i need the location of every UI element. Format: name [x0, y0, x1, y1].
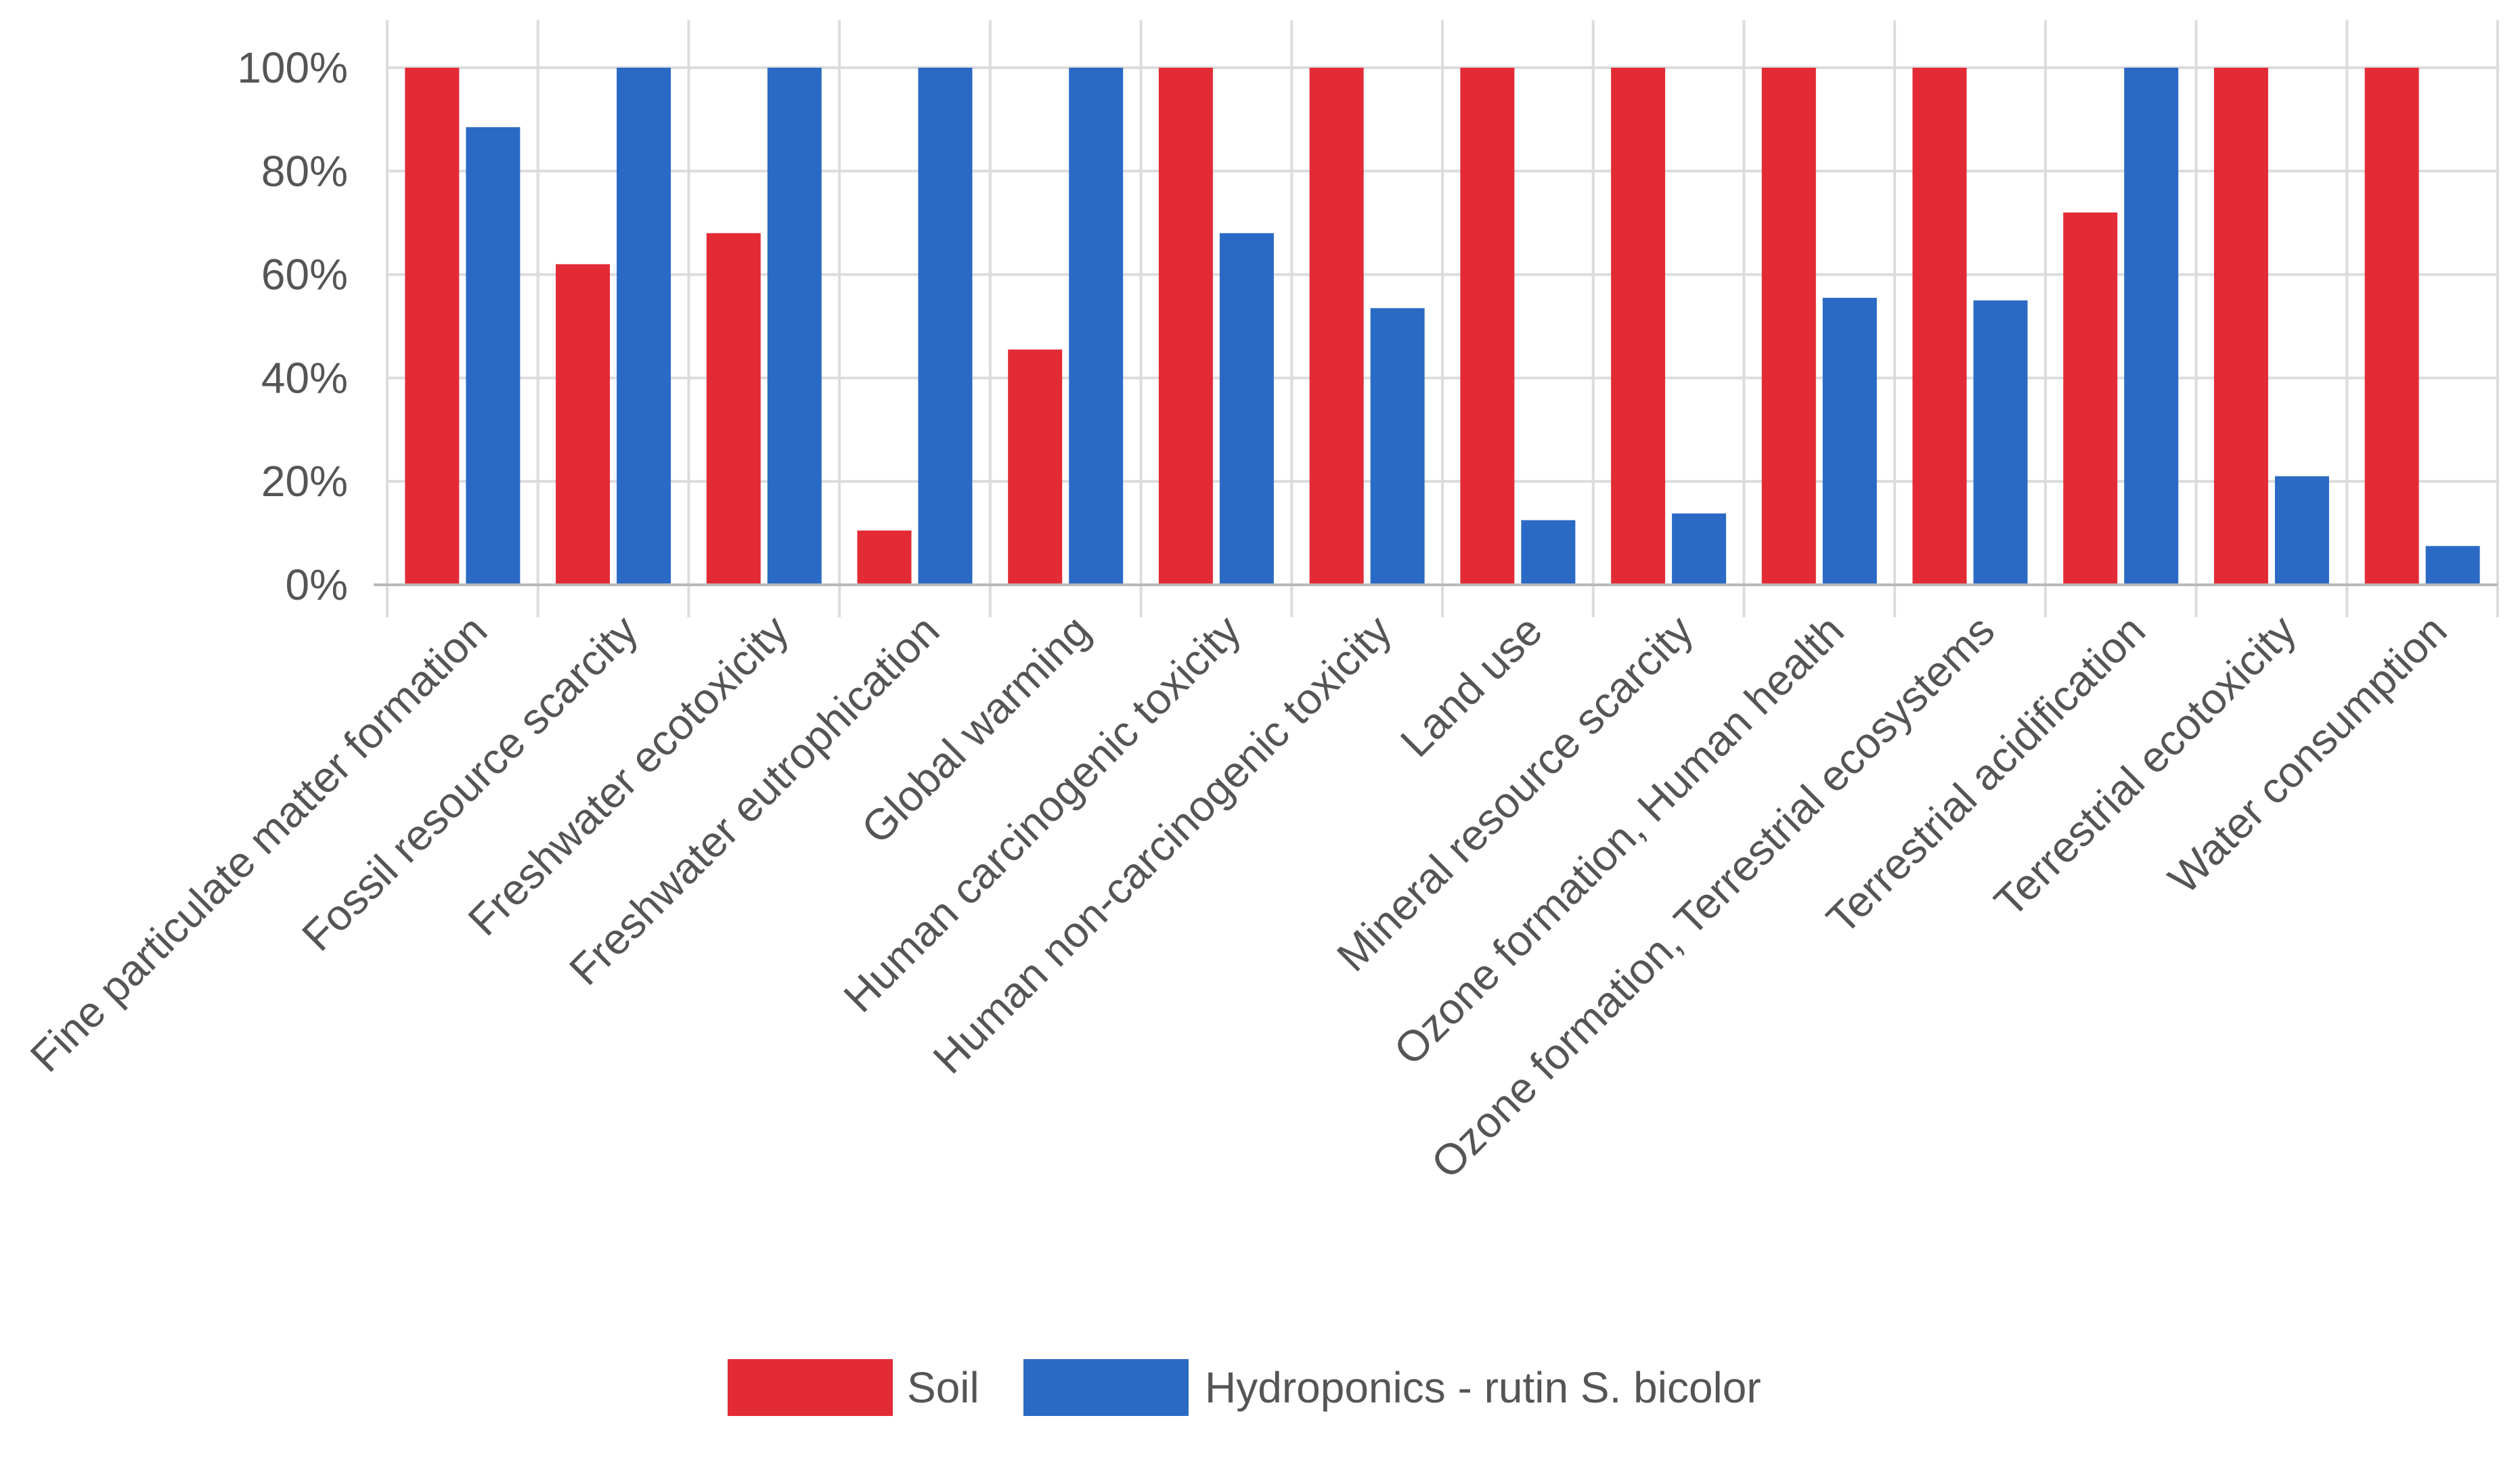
bar-hydroponics-12	[2274, 476, 2329, 585]
bar-soil-8	[1611, 68, 1666, 585]
legend-swatch-hydroponics	[1023, 1359, 1189, 1416]
bar-hydroponics-13	[2425, 546, 2480, 585]
y-tick-label: 100%	[237, 43, 348, 92]
y-tick-label: 60%	[261, 250, 348, 299]
x-category-label: Terrestrial ecotoxicity	[1985, 606, 2305, 926]
bar-soil-11	[2063, 212, 2118, 585]
bar-hydroponics-4	[1069, 68, 1124, 585]
bar-soil-0	[405, 68, 460, 585]
x-category-label: Land use	[1391, 606, 1551, 766]
bar-soil-1	[556, 264, 611, 585]
x-axis-category-labels: Fine particulate matter formationFossil …	[21, 606, 2456, 1188]
bar-hydroponics-11	[2124, 68, 2179, 585]
bar-soil-9	[1761, 68, 1816, 585]
y-tick-label: 40%	[261, 353, 348, 402]
bar-hydroponics-1	[617, 68, 671, 585]
y-tick-label: 0%	[286, 560, 349, 609]
bar-soil-13	[2364, 68, 2419, 585]
legend-label-soil: Soil	[907, 1363, 979, 1412]
gridlines	[386, 20, 2499, 617]
bar-hydroponics-9	[1822, 297, 1877, 585]
bar-soil-6	[1309, 68, 1364, 585]
bar-hydroponics-0	[466, 127, 521, 585]
bar-hydroponics-3	[918, 68, 973, 585]
bar-hydroponics-2	[767, 68, 822, 585]
y-axis-tick-labels: 0% 20% 40% 60% 80% 100%	[237, 43, 348, 609]
bar-soil-5	[1158, 68, 1213, 585]
bar-hydroponics-7	[1521, 520, 1576, 585]
bar-soil-3	[857, 530, 912, 585]
legend-swatch-soil	[728, 1359, 893, 1416]
bar-soil-10	[1912, 68, 1967, 585]
bars	[405, 68, 2480, 585]
bar-hydroponics-5	[1219, 233, 1274, 585]
legend-label-hydroponics: Hydroponics - rutin S. bicolor	[1205, 1363, 1761, 1412]
bar-hydroponics-10	[1973, 300, 2028, 585]
y-tick-label: 20%	[261, 457, 348, 506]
y-tick-label: 80%	[261, 147, 348, 196]
bar-soil-12	[2213, 68, 2268, 585]
bar-hydroponics-8	[1672, 513, 1727, 585]
x-category-label: Water consumption	[2159, 606, 2456, 903]
bar-soil-2	[706, 233, 761, 585]
bar-soil-7	[1460, 68, 1515, 585]
bar-hydroponics-6	[1370, 308, 1425, 585]
x-category-label: Ozone formation, Terrestrial ecosystems	[1421, 606, 2004, 1188]
bar-soil-4	[1008, 349, 1063, 585]
legend: Soil Hydroponics - rutin S. bicolor	[728, 1359, 1761, 1416]
